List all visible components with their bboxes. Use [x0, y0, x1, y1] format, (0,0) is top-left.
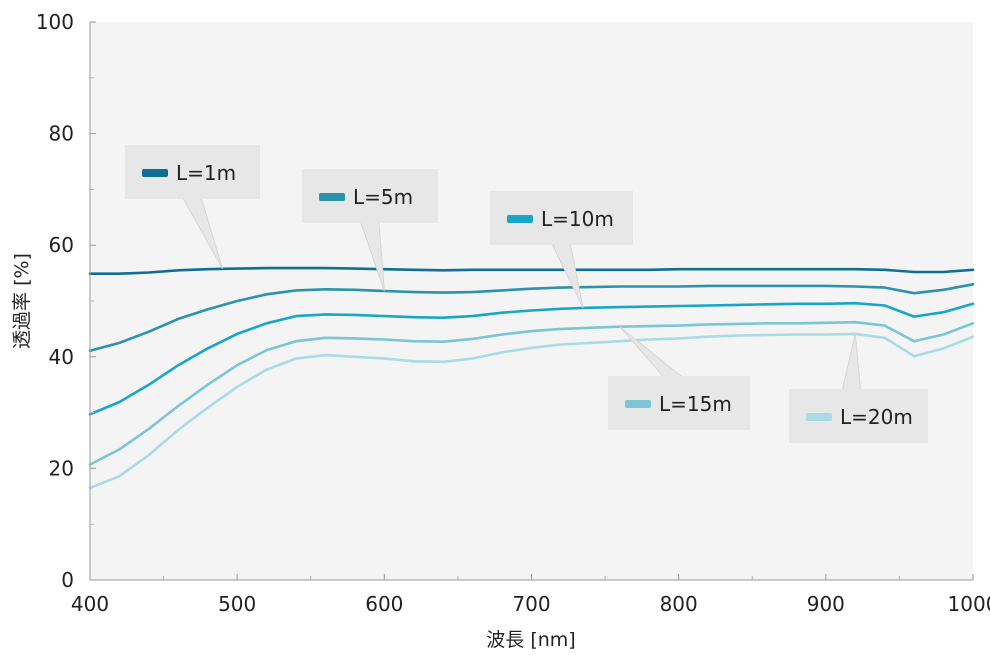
y-tick-label: 0 [61, 568, 74, 592]
y-tick-label: 60 [49, 233, 74, 257]
series-line-1 [88, 266, 975, 276]
callout-1: L=1m [125, 145, 260, 269]
x-tick-label: 800 [660, 592, 698, 616]
legend-swatch [142, 169, 168, 177]
axes [89, 21, 974, 581]
legend-label: L=15m [659, 392, 732, 416]
legend-label: L=5m [353, 185, 413, 209]
legend-label: L=1m [176, 161, 236, 185]
x-axis-label: 波長 [nm] [486, 629, 575, 651]
legend-label: L=10m [541, 207, 614, 231]
y-tick-label: 40 [49, 345, 74, 369]
x-tick-label: 400 [71, 592, 109, 616]
y-tick-label: 100 [36, 10, 74, 34]
legend-swatch [625, 400, 651, 408]
legend-label: L=20m [840, 405, 913, 429]
plot-background [90, 22, 973, 580]
x-tick-label: 600 [365, 592, 403, 616]
callout-4: L=15m [608, 326, 750, 430]
series-line-4 [88, 320, 975, 466]
series-callouts: L=1m L=5m L=10m L=15m L=20m [125, 145, 928, 443]
x-tick-label: 700 [512, 592, 550, 616]
series-line-2 [88, 282, 975, 353]
callout-3: L=10m [490, 191, 633, 308]
legend-swatch [507, 215, 533, 223]
legend-swatch [806, 413, 832, 421]
x-tick-label: 500 [218, 592, 256, 616]
callout-5: L=20m [789, 333, 928, 443]
y-axis-label: 透過率 [%] [11, 253, 33, 349]
legend-swatch [319, 193, 345, 201]
x-tick-label: 900 [807, 592, 845, 616]
series-lines [88, 266, 975, 490]
y-tick-label: 20 [49, 456, 74, 480]
series-line-5 [88, 332, 975, 490]
series-line-3 [88, 301, 975, 416]
callout-2: L=5m [302, 169, 438, 292]
y-tick-label: 80 [49, 122, 74, 146]
